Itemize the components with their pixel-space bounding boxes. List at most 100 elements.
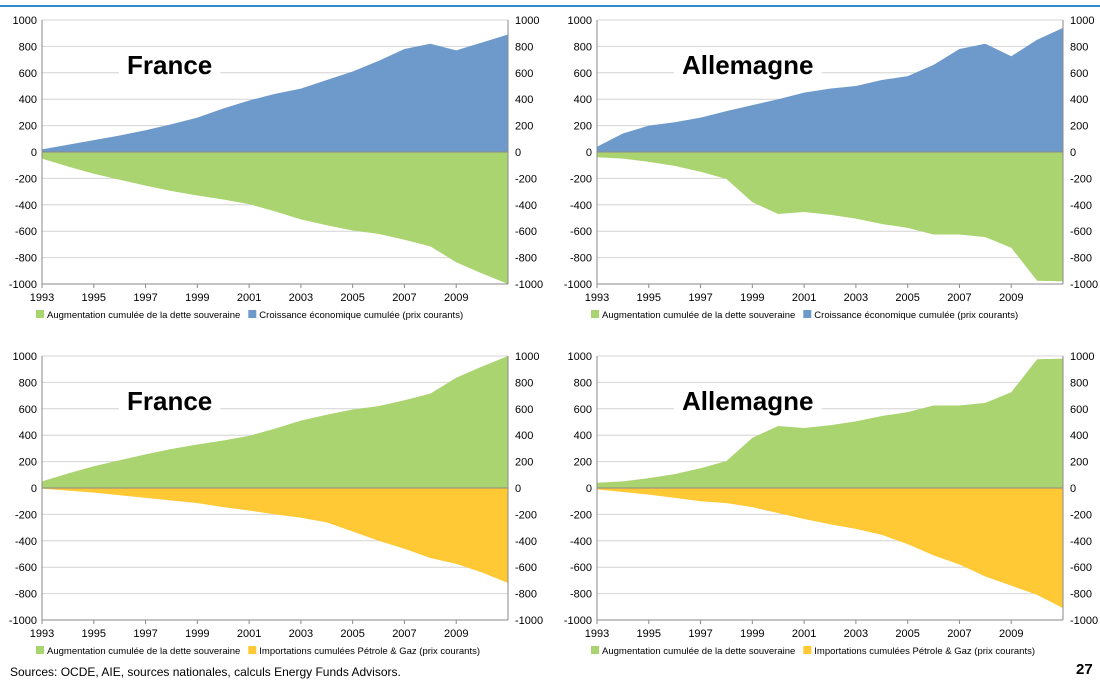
y-tick-label-left: 400 <box>19 430 37 442</box>
y-tick-label-right: 400 <box>515 94 533 106</box>
x-tick-label: 2003 <box>844 292 868 304</box>
y-tick-label-left: 800 <box>19 377 37 389</box>
y-tick-label-right: 400 <box>1070 430 1088 442</box>
series-area-imports <box>42 488 508 584</box>
x-tick-label: 1997 <box>688 628 712 640</box>
x-tick-label: 2009 <box>444 628 468 640</box>
x-tick-label: 2005 <box>895 628 919 640</box>
y-tick-label-right: -1000 <box>515 615 543 627</box>
x-tick-label: 2007 <box>392 292 416 304</box>
y-tick-label-left: -1000 <box>9 615 37 627</box>
y-tick-label-left: -800 <box>15 589 37 601</box>
y-tick-label-left: 400 <box>574 430 592 442</box>
x-tick-label: 1995 <box>637 628 661 640</box>
y-tick-label-left: 1000 <box>568 351 592 363</box>
y-tick-label-right: 600 <box>1070 68 1088 80</box>
x-tick-label: 2005 <box>895 292 919 304</box>
y-tick-label-right: 1000 <box>1070 351 1094 363</box>
x-tick-label: 1997 <box>133 628 157 640</box>
y-tick-label-left: -1000 <box>564 615 592 627</box>
x-tick-label: 1999 <box>185 628 209 640</box>
y-tick-label-left: 600 <box>19 68 37 80</box>
y-tick-label-right: -400 <box>515 200 537 212</box>
legend-entry: Importations cumulées Pétrole & Gaz (pri… <box>259 646 480 657</box>
area-chart-svg: 1000 1000 800 800 600 600 400 400 200 200 0 0 -200 -2… <box>564 351 1098 657</box>
x-tick-label: 1993 <box>30 292 54 304</box>
y-tick-label-right: 1000 <box>515 351 539 363</box>
x-tick-label: 2003 <box>844 628 868 640</box>
y-tick-label-right: -800 <box>515 589 537 601</box>
x-tick-label: 1995 <box>82 628 106 640</box>
y-tick-label-right: 200 <box>515 121 533 133</box>
x-tick-label: 1993 <box>585 628 609 640</box>
x-tick-label: 1999 <box>740 628 764 640</box>
x-tick-label: 2007 <box>392 628 416 640</box>
x-tick-label: 2001 <box>237 292 261 304</box>
series-area-imports <box>597 488 1063 609</box>
y-tick-label-right: -600 <box>515 226 537 238</box>
series-area-debt <box>42 152 508 284</box>
y-tick-label-left: -400 <box>570 200 592 212</box>
region-label: France <box>127 386 212 416</box>
x-tick-label: 2007 <box>947 292 971 304</box>
y-tick-label-right: -200 <box>1070 173 1092 185</box>
legend-swatch <box>591 310 599 318</box>
series-area-debt <box>597 358 1063 488</box>
series-area-growth <box>42 34 508 152</box>
y-tick-label-left: -200 <box>15 173 37 185</box>
legend-entry: Croissance économique cumulée (prix cour… <box>814 310 1018 321</box>
legend-entry: Importations cumulées Pétrole & Gaz (pri… <box>814 646 1035 657</box>
sources-note: Sources: OCDE, AIE, sources nationales, … <box>10 665 401 679</box>
y-tick-label-right: -1000 <box>1070 279 1098 291</box>
y-tick-label-left: 0 <box>586 147 592 159</box>
y-tick-label-right: -800 <box>1070 589 1092 601</box>
y-tick-label-right: -800 <box>515 253 537 265</box>
y-tick-label-left: -200 <box>15 509 37 521</box>
y-tick-label-right: 1000 <box>515 15 539 27</box>
legend-swatch <box>803 310 812 318</box>
legend-swatch <box>591 646 599 654</box>
y-tick-label-left: -200 <box>570 509 592 521</box>
y-tick-label-right: 600 <box>515 68 533 80</box>
legend-swatch <box>36 310 44 318</box>
y-tick-label-right: 0 <box>1070 483 1076 495</box>
region-label-box <box>674 47 822 83</box>
chart-panel-france-imports: 1000 1000 800 800 600 600 400 400 200 200 0 0 -200 -2… <box>0 348 545 668</box>
y-tick-label-right: -400 <box>1070 536 1092 548</box>
chart-panel-france-growth: 1000 1000 800 800 600 600 400 400 200 200 0 0 -200 -2… <box>0 12 545 332</box>
y-tick-label-right: 0 <box>1070 147 1076 159</box>
y-tick-label-left: -400 <box>15 200 37 212</box>
y-tick-label-right: 600 <box>515 404 533 416</box>
area-chart-svg: 1000 1000 800 800 600 600 400 400 200 200 0 0 -200 -2… <box>9 15 543 321</box>
y-tick-label-left: 0 <box>31 147 37 159</box>
y-tick-label-right: -1000 <box>1070 615 1098 627</box>
y-tick-label-right: 200 <box>515 457 533 469</box>
x-tick-label: 2001 <box>792 292 816 304</box>
chart-panel-allemagne-growth: 1000 1000 800 800 600 600 400 400 200 200 0 0 -200 -2… <box>555 12 1100 332</box>
y-tick-label-right: 800 <box>515 41 533 53</box>
y-tick-label-right: -400 <box>515 536 537 548</box>
region-label-box <box>119 47 221 83</box>
y-tick-label-right: 600 <box>1070 404 1088 416</box>
y-tick-label-right: 1000 <box>1070 15 1094 27</box>
y-tick-label-left: -600 <box>15 226 37 238</box>
chart-panel-allemagne-imports: 1000 1000 800 800 600 600 400 400 200 200 0 0 -200 -2… <box>555 348 1100 668</box>
y-tick-label-right: 800 <box>515 377 533 389</box>
x-tick-label: 1999 <box>185 292 209 304</box>
y-tick-label-left: 1000 <box>13 15 37 27</box>
x-tick-label: 2009 <box>999 292 1023 304</box>
legend-swatch <box>248 646 257 654</box>
legend-entry: Augmentation cumulée de la dette souvera… <box>47 646 240 657</box>
y-tick-label-right: 0 <box>515 147 521 159</box>
y-tick-label-right: 800 <box>1070 377 1088 389</box>
series-area-debt <box>597 152 1063 282</box>
legend-swatch <box>36 646 44 654</box>
y-tick-label-right: -1000 <box>515 279 543 291</box>
y-tick-label-right: 0 <box>515 483 521 495</box>
area-chart-svg: 1000 1000 800 800 600 600 400 400 200 200 0 0 -200 -2… <box>9 351 543 657</box>
legend-swatch <box>803 646 812 654</box>
y-tick-label-left: 400 <box>574 94 592 106</box>
y-tick-label-left: -600 <box>570 562 592 574</box>
y-tick-label-left: 400 <box>19 94 37 106</box>
y-tick-label-left: 200 <box>19 121 37 133</box>
